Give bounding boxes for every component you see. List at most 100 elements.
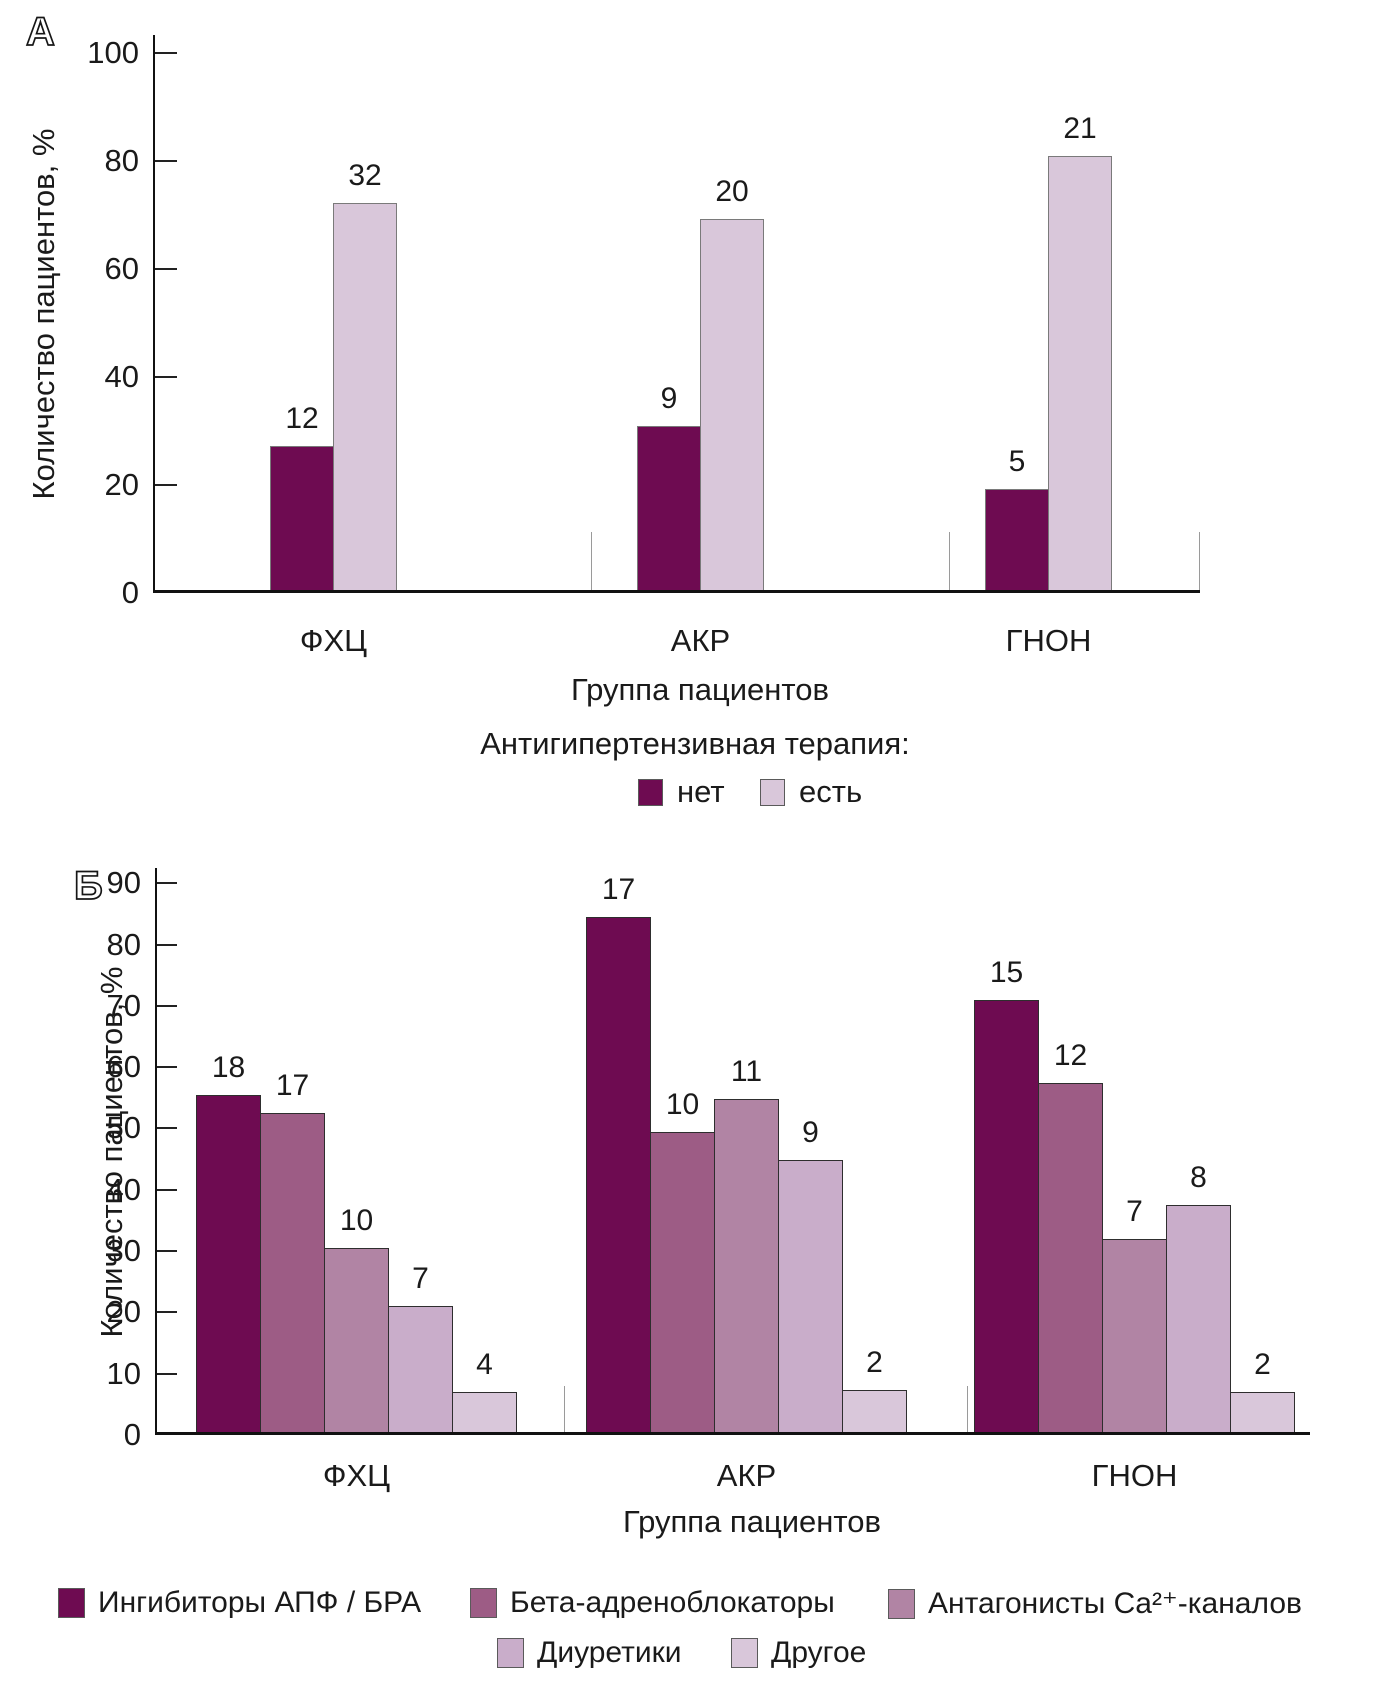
y-tick-label: 50 [106, 1110, 141, 1145]
bar-value-label: 20 [715, 175, 749, 208]
legend-item-diuretics: Диуретики [497, 1636, 682, 1670]
legend-swatch-diuretics [497, 1638, 524, 1668]
x-axis-line [155, 1432, 1310, 1435]
y-tick [157, 1127, 177, 1129]
bar-ФХЦ-series2 [333, 203, 397, 593]
y-tick [157, 1066, 177, 1068]
bar-ГНОН-series2 [1048, 156, 1112, 593]
panel-a-plot: 0 20 40 60 80 100 12 32 ФХЦ 9 20 АКР 5 21 ГНОН [87, 35, 1200, 658]
bar-ГНОН-series1 [985, 489, 1049, 593]
category-separator [967, 1386, 968, 1432]
panel-b-plot: 0 10 20 30 40 50 60 70 80 90 18 17 10 7 4 ФХЦ 17 10 11 9 2 АК… [107, 867, 1310, 1493]
bar-value-label: 12 [1053, 1039, 1088, 1072]
y-tick [157, 1373, 177, 1375]
bar-value-label: 2 [866, 1346, 883, 1379]
y-tick-label: 30 [106, 1233, 141, 1268]
legend-swatch-ace-arb [58, 1588, 85, 1618]
bar-value-label: 8 [1190, 1161, 1207, 1194]
y-tick-label: 100 [87, 35, 139, 70]
bar-value-label: 10 [339, 1204, 374, 1237]
y-tick-label: 20 [104, 467, 139, 502]
y-tick-label: 10 [106, 1356, 141, 1391]
x-category-label: ФХЦ [299, 623, 368, 658]
category-separator [949, 532, 950, 590]
y-tick [155, 376, 177, 378]
y-tick-label: 40 [104, 359, 139, 394]
y-tick-label: 80 [106, 927, 141, 962]
legend-label-est: есть [799, 774, 863, 809]
legend-swatch-beta-blockers [470, 1588, 497, 1618]
y-tick [157, 1311, 177, 1313]
bar-value-label: 12 [285, 402, 319, 435]
legend-swatch-est [760, 778, 785, 806]
x-category-label: АКР [716, 1458, 777, 1493]
panel-a-letter: А [25, 10, 56, 54]
bar-value-label: 32 [348, 159, 382, 192]
bar-value-label: 10 [665, 1088, 700, 1121]
bar-ГНОН-series1 [974, 1000, 1039, 1435]
y-tick [157, 1189, 177, 1191]
bar-value-label: 17 [275, 1069, 310, 1102]
bar-value-label: 4 [476, 1348, 493, 1381]
bar-value-label: 2 [1254, 1348, 1271, 1381]
y-tick-label: 40 [106, 1172, 141, 1207]
y-tick-label: 60 [104, 251, 139, 286]
panel-b-x-axis-title: Группа пациентов [623, 1504, 881, 1539]
bar-АКР-series5 [842, 1390, 907, 1435]
panel-b-letter: Б [73, 864, 103, 908]
y-tick [155, 52, 177, 54]
y-tick-label: 0 [121, 575, 139, 610]
category-separator [1199, 532, 1200, 590]
bar-ФХЦ-series5 [452, 1392, 517, 1435]
y-tick-label: 80 [104, 143, 139, 178]
y-tick [157, 1250, 177, 1252]
bar-ФХЦ-series4 [388, 1306, 453, 1435]
bar-value-label: 9 [802, 1116, 819, 1149]
y-axis-line [155, 868, 157, 1435]
bar-value-label: 17 [601, 873, 636, 906]
legend-item-ca-antagonists: Антагонисты Ca²⁺-каналов [888, 1586, 1302, 1621]
bar-АКР-series4 [778, 1160, 843, 1435]
legend-item-ace-arb: Ингибиторы АПФ / БРА [58, 1586, 421, 1620]
bar-АКР-series1 [586, 917, 651, 1435]
bar-value-label: 9 [660, 382, 678, 415]
y-tick [155, 160, 177, 162]
bar-value-label: 18 [211, 1051, 246, 1084]
bar-АКР-series3 [714, 1099, 779, 1435]
bar-ГНОН-series5 [1230, 1392, 1295, 1435]
category-separator [591, 532, 592, 590]
legend-swatch-ca-antagonists [888, 1588, 915, 1619]
bar-value-label: 15 [989, 956, 1024, 989]
panel-a-legend-title: Антигипертензивная терапия: [480, 726, 910, 761]
bar-value-label: 7 [1126, 1195, 1143, 1228]
legend-swatch-other [731, 1638, 758, 1668]
bar-value-label: 11 [730, 1055, 763, 1088]
legend-item-other: Другое [731, 1636, 866, 1670]
panel-a-y-axis-title: Количество пациентов, % [26, 128, 61, 500]
x-category-label: АКР [670, 623, 731, 658]
y-tick [157, 1005, 177, 1007]
legend-label-beta-blockers: Бета-адреноблокаторы [510, 1586, 835, 1619]
bar-ГНОН-series3 [1102, 1239, 1167, 1435]
bar-value-label: 21 [1063, 112, 1097, 145]
legend-item-net: нет [638, 774, 725, 810]
legend-item-est: есть [760, 774, 862, 810]
bar-ФХЦ-series2 [260, 1113, 325, 1435]
legend-label-other: Другое [771, 1636, 867, 1669]
bar-ФХЦ-series1 [270, 446, 334, 593]
y-tick-label: 90 [106, 865, 141, 900]
y-tick-label: 60 [106, 1049, 141, 1084]
bar-value-label: 5 [1008, 445, 1026, 478]
panel-a-x-axis-title: Группа пациентов [571, 672, 829, 707]
y-tick [155, 268, 177, 270]
y-tick-label: 0 [123, 1417, 141, 1452]
y-tick [157, 944, 177, 946]
y-tick [155, 484, 177, 486]
bar-АКР-series2 [650, 1132, 715, 1435]
bar-ГНОН-series4 [1166, 1205, 1231, 1435]
legend-label-ace-arb: Ингибиторы АПФ / БРА [98, 1586, 422, 1619]
x-category-label: ГНОН [1005, 623, 1092, 658]
legend-label-net: нет [677, 774, 725, 809]
y-tick-label: 70 [106, 988, 141, 1023]
bar-ГНОН-series2 [1038, 1083, 1103, 1435]
